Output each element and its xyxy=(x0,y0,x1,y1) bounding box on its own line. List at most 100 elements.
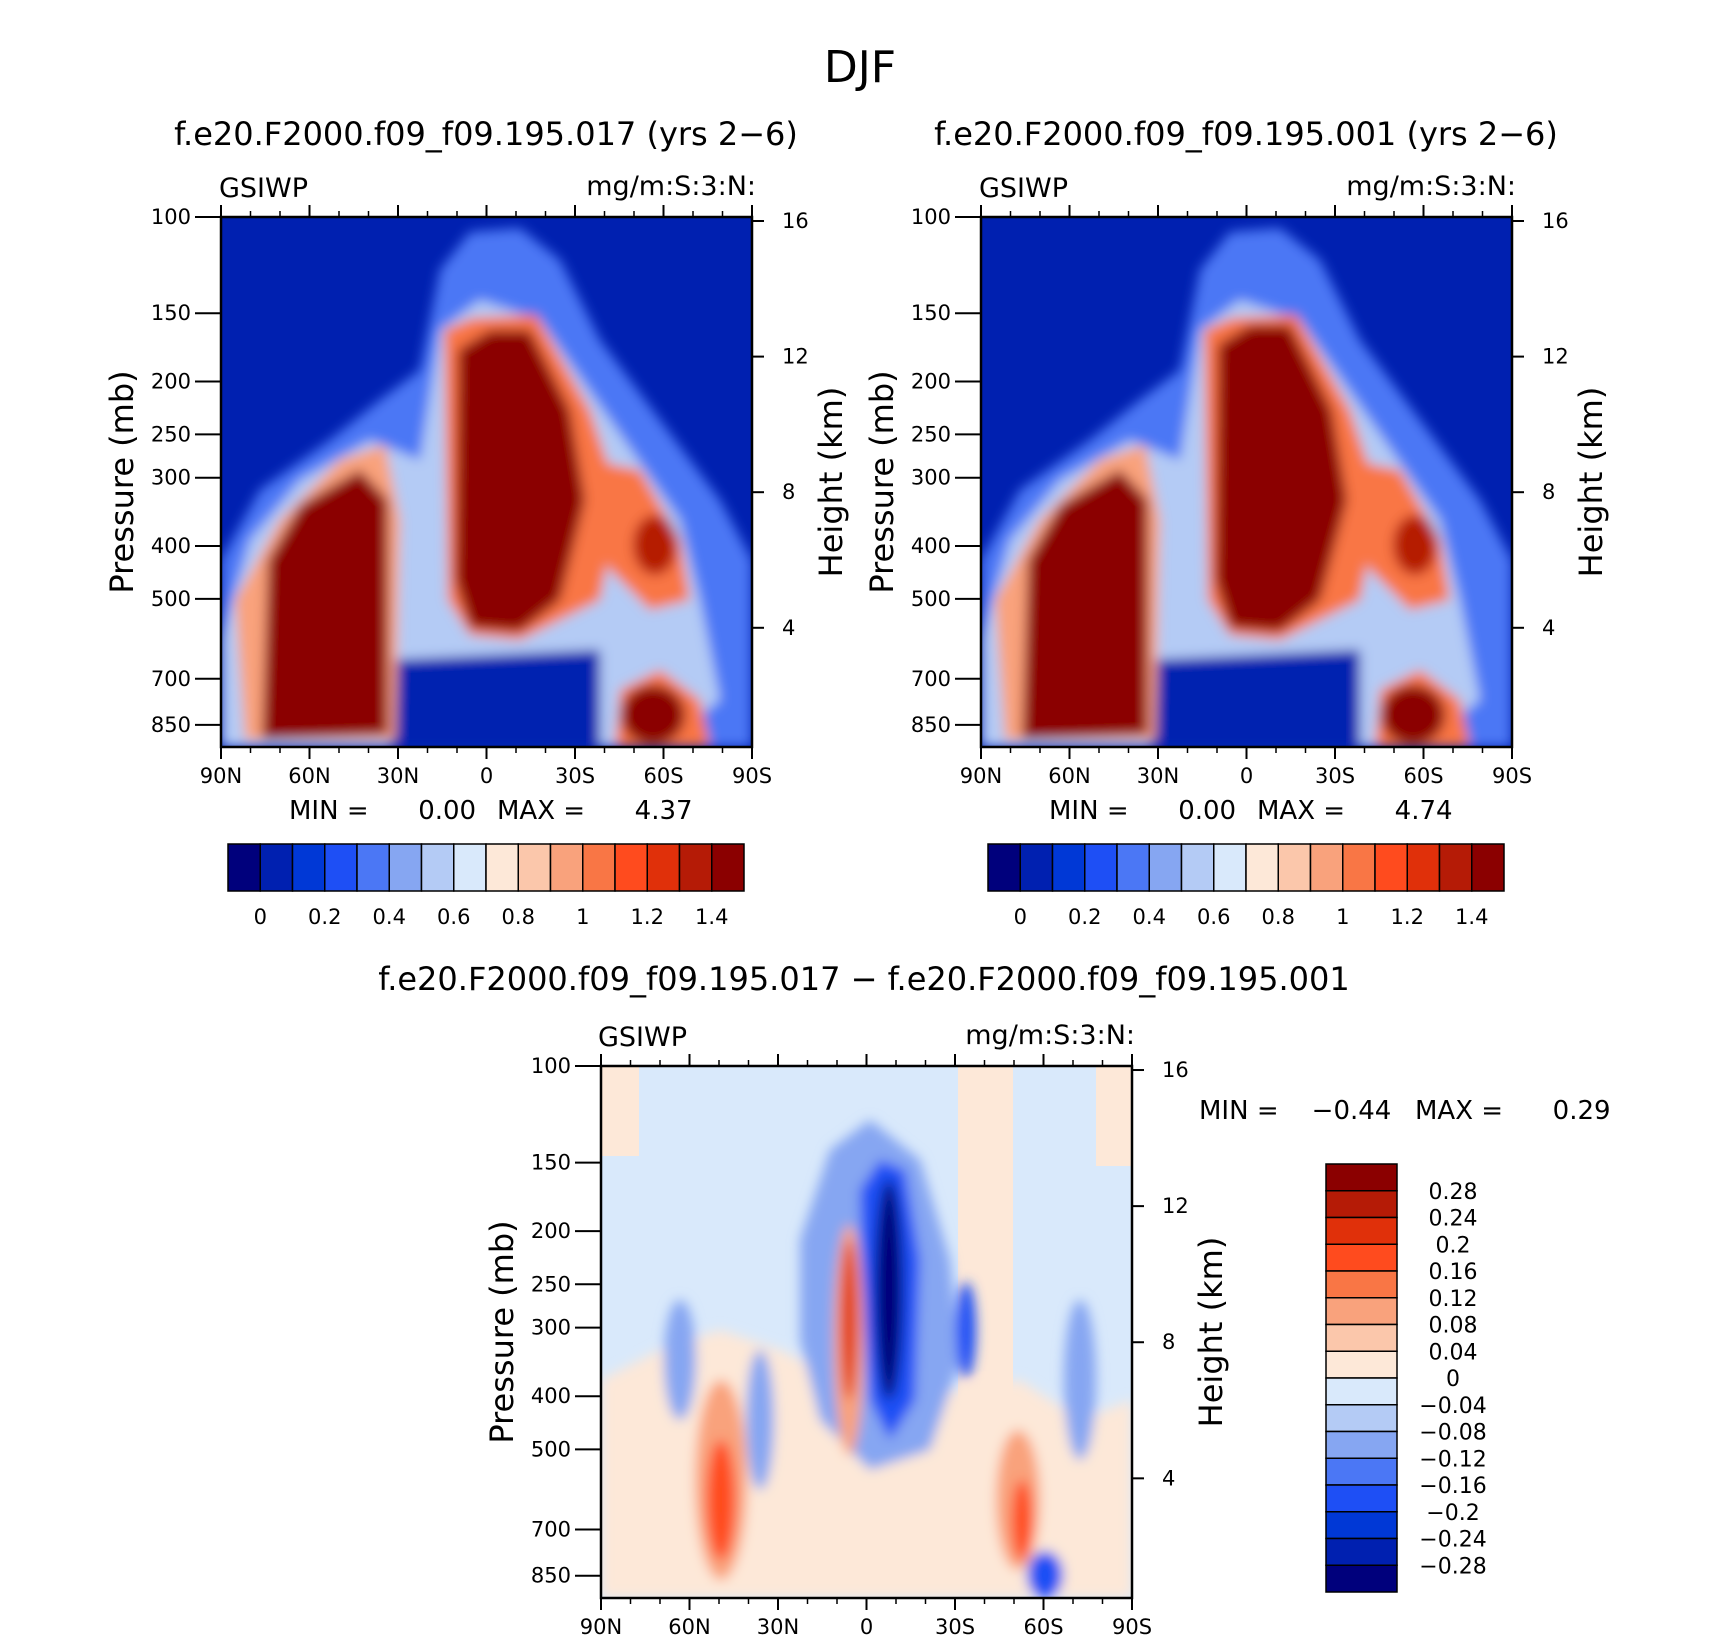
y-tick-label: 500 xyxy=(911,587,951,611)
colorbar-label: 0.12 xyxy=(1429,1287,1478,1312)
colorbar-swatch xyxy=(1277,843,1312,892)
colorbar-swatch xyxy=(1116,843,1150,892)
x-tick-label: 90N xyxy=(580,1615,622,1639)
colorbar-swatch xyxy=(1325,1297,1398,1326)
colorbar-label: 0.08 xyxy=(1429,1314,1478,1339)
colorbar-swatch xyxy=(1309,843,1344,892)
x-tick-label: 90S xyxy=(1112,1615,1152,1639)
colorbar-swatch xyxy=(1325,1216,1398,1245)
y2-tick-label: 16 xyxy=(1542,209,1569,233)
colorbar-swatch xyxy=(614,843,648,892)
colorbar-swatch xyxy=(1084,843,1118,892)
colorbar-swatch xyxy=(1325,1484,1398,1513)
y-tick-label: 250 xyxy=(531,1272,571,1296)
y-tick-label: 100 xyxy=(151,205,191,229)
y2-tick-label: 16 xyxy=(1162,1058,1189,1082)
contour-pos-strip-nh xyxy=(601,1066,639,1156)
contour-sh-lower-core xyxy=(1381,685,1445,745)
colorbar-label: 0.2 xyxy=(1068,905,1101,929)
contour-field xyxy=(981,217,1512,747)
colorbar-swatch xyxy=(1406,843,1441,892)
colorbar-label: 0.8 xyxy=(502,905,535,929)
colorbar-swatch xyxy=(453,843,487,892)
min-value: MIN = 0.00 xyxy=(289,796,476,826)
y-tick-label: 200 xyxy=(531,1219,571,1243)
x-tick-label: 30N xyxy=(757,1615,799,1639)
y2-tick-label: 8 xyxy=(1162,1330,1175,1354)
x-tick-label: 30S xyxy=(935,1615,975,1639)
colorbar: 0 0.2 0.4 0.6 0.8 1 1.2 1.4 xyxy=(987,843,1505,929)
contour-pos-core xyxy=(841,1240,857,1400)
variable-label: GSIWP xyxy=(598,1022,687,1053)
colorbar-swatch xyxy=(1325,1430,1398,1459)
contour-field xyxy=(221,217,752,747)
x-tick-label: 90N xyxy=(960,764,1002,788)
colorbar-swatch xyxy=(1245,843,1279,892)
y-tick-label: 400 xyxy=(911,534,951,558)
colorbar-label: 1.4 xyxy=(1455,905,1488,929)
y2-axis-label: Height (km) xyxy=(1192,1237,1230,1428)
y2-tick-label: 4 xyxy=(782,616,795,640)
colorbar: 0.280.240.20.160.120.080.040−0.04−0.08−0… xyxy=(1325,1163,1487,1593)
y-tick-label: 300 xyxy=(531,1316,571,1340)
colorbar-label: 0.4 xyxy=(1133,905,1166,929)
panel-top-right: f.e20.F2000.f09_f09.195.001 (yrs 2−6) GS… xyxy=(863,115,1610,929)
colorbar-label: 0.2 xyxy=(1436,1233,1471,1258)
panel-title: f.e20.F2000.f09_f09.195.017 − f.e20.F200… xyxy=(378,960,1350,998)
colorbar-label: −0.04 xyxy=(1419,1394,1486,1419)
colorbar-label: 0 xyxy=(1014,905,1027,929)
x-tick-label: 0 xyxy=(1240,764,1253,788)
x-tick-label: 90N xyxy=(200,764,242,788)
colorbar-swatch xyxy=(1325,1350,1398,1379)
colorbar-swatch xyxy=(1148,843,1183,892)
colorbar-swatch xyxy=(1325,1163,1398,1192)
y-tick-label: 300 xyxy=(151,466,191,490)
y2-axis-label: Height (km) xyxy=(1572,387,1610,578)
y2-tick-label: 4 xyxy=(1542,616,1555,640)
y-tick-label: 250 xyxy=(911,422,951,446)
colorbar-swatch xyxy=(1051,843,1086,892)
colorbar-label: 1.2 xyxy=(1391,905,1424,929)
colorbar-swatch xyxy=(227,843,261,892)
y-axis-label: Pressure (mb) xyxy=(863,370,901,593)
contour-sh-neg-2 xyxy=(1064,1300,1096,1460)
colorbar-swatch xyxy=(1325,1190,1398,1219)
units-label: mg/m:S:3:N: xyxy=(1346,171,1516,202)
contour-sh-upper-core xyxy=(633,515,677,575)
y-tick-label: 100 xyxy=(911,205,951,229)
y-tick-label: 700 xyxy=(911,667,951,691)
y2-tick-label: 12 xyxy=(1542,345,1569,369)
colorbar-swatch xyxy=(582,843,616,892)
colorbar-swatch xyxy=(356,843,390,892)
panel-title: f.e20.F2000.f09_f09.195.001 (yrs 2−6) xyxy=(934,115,1558,153)
x-tick-label: 30N xyxy=(377,764,419,788)
panel-top-left: f.e20.F2000.f09_f09.195.017 (yrs 2−6) GS… xyxy=(103,115,850,929)
x-tick-label: 60S xyxy=(643,764,683,788)
colorbar-label: 0.6 xyxy=(437,905,470,929)
min-value: MIN = 0.00 xyxy=(1049,796,1236,826)
colorbar-swatch xyxy=(987,843,1021,892)
y2-tick-label: 8 xyxy=(1542,480,1555,504)
colorbar-label: 0 xyxy=(254,905,267,929)
colorbar-swatch xyxy=(678,843,713,892)
colorbar-swatch xyxy=(1325,1457,1398,1486)
colorbar-label: 0.04 xyxy=(1429,1340,1478,1365)
y-tick-label: 100 xyxy=(531,1054,571,1078)
colorbar-swatch xyxy=(1471,843,1505,892)
colorbar-label: 0.24 xyxy=(1429,1207,1478,1232)
y-tick-label: 400 xyxy=(531,1384,571,1408)
colorbar-label: 1.2 xyxy=(631,905,664,929)
contour-pos-strip-sh2 xyxy=(1096,1066,1132,1166)
colorbar-swatch xyxy=(1342,843,1376,892)
y-tick-label: 150 xyxy=(151,301,191,325)
y2-tick-label: 4 xyxy=(1162,1466,1175,1490)
colorbar-swatch xyxy=(420,843,455,892)
max-value: MAX = 4.74 xyxy=(1257,796,1453,826)
colorbar-swatch xyxy=(1325,1377,1398,1406)
y-tick-label: 500 xyxy=(531,1437,571,1461)
y-tick-label: 500 xyxy=(151,587,191,611)
panel-difference: f.e20.F2000.f09_f09.195.017 − f.e20.F200… xyxy=(378,960,1610,1639)
colorbar-label: 0 xyxy=(1446,1367,1460,1392)
min-value: MIN = −0.44 xyxy=(1199,1096,1391,1126)
colorbar-swatch xyxy=(1019,843,1054,892)
